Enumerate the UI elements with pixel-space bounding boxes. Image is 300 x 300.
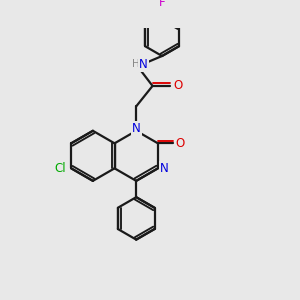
Text: O: O bbox=[176, 137, 185, 150]
Text: F: F bbox=[159, 0, 165, 9]
Text: N: N bbox=[160, 162, 169, 175]
Text: Cl: Cl bbox=[54, 162, 66, 175]
Text: O: O bbox=[173, 80, 182, 92]
Text: H: H bbox=[132, 59, 140, 69]
Text: N: N bbox=[139, 58, 148, 71]
Text: N: N bbox=[132, 122, 141, 135]
